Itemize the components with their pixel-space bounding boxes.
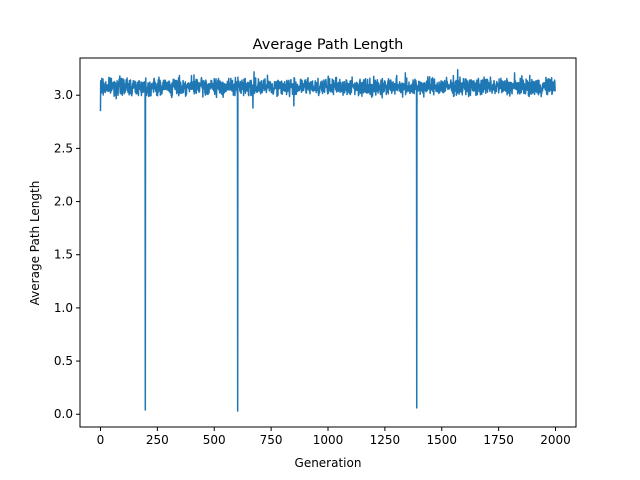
- x-tick-label: 1000: [313, 433, 344, 447]
- x-tick-label: 2000: [540, 433, 571, 447]
- y-tick-label: 1.0: [54, 301, 73, 315]
- y-axis-label: Average Path Length: [28, 181, 42, 306]
- axes-frame: [79, 57, 577, 428]
- x-tick-label: 0: [97, 433, 105, 447]
- chart-title: Average Path Length: [253, 37, 404, 53]
- x-tick-label: 250: [146, 433, 169, 447]
- y-tick-label: 0.0: [54, 407, 73, 421]
- y-tick-label: 2.0: [54, 195, 73, 209]
- tick-layer: 0 250 500 750 1000 1250 1500 1750 2000 0.0 0.5 1.0 1…: [54, 88, 571, 447]
- y-tick-label: 2.5: [54, 141, 73, 155]
- x-axis-label: Generation: [295, 456, 362, 470]
- x-tick-label: 1750: [483, 433, 514, 447]
- y-tick-label: 3.0: [54, 88, 73, 102]
- plot-area: [99, 68, 557, 412]
- x-tick-label: 1500: [426, 433, 457, 447]
- y-tick-label: 1.5: [54, 248, 73, 262]
- y-tick-label: 0.5: [54, 354, 73, 368]
- x-tick-label: 750: [260, 433, 283, 447]
- series-line: [99, 68, 557, 412]
- x-tick-label: 500: [203, 433, 226, 447]
- x-tick-label: 1250: [370, 433, 401, 447]
